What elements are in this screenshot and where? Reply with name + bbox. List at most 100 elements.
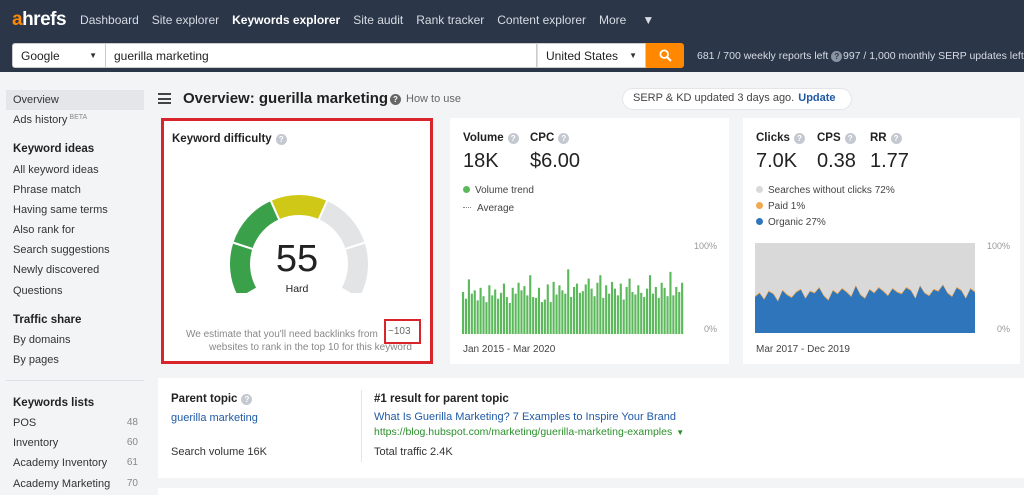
caret-down-icon: ▼ [629,51,637,60]
kd-backlinks-value: ~103 [384,319,421,344]
beta-badge: BETA [69,114,88,121]
sidebar-item-newly-discovered[interactable]: Newly discovered [13,264,100,276]
volume-bar [678,292,681,334]
kd-value: 55 [275,238,319,280]
nav-links: Dashboard Site explorer Keywords explore… [80,13,680,27]
volume-bar [511,287,514,334]
volume-bar [616,295,619,334]
volume-bar [675,286,678,334]
pct-bottom-label: 0% [997,324,1011,334]
volume-bar [660,282,663,334]
volume-bar [526,295,529,334]
pct-top-label: 100% [987,241,1011,251]
how-to-use-link[interactable]: ? How to use [390,93,461,105]
parent-topic-title: Parent topic? [171,393,253,405]
sidebar-item-questions[interactable]: Questions [13,285,63,297]
nav-more[interactable]: More ▼ [598,13,655,27]
sidebar-item-phrase-match[interactable]: Phrase match [13,184,81,196]
legend-volume-trend: Volume trend [463,185,534,196]
volume-bar [523,286,526,334]
volume-bar [470,293,473,334]
kd-title: Keyword difficulty? [172,133,287,145]
volume-bar [502,283,506,334]
nav-rank-tracker[interactable]: Rank tracker [416,13,485,27]
sidebar-item-search-suggestions[interactable]: Search suggestions [13,244,110,256]
sidebar-item-having-same-terms[interactable]: Having same terms [13,204,108,216]
volume-bar [619,283,622,334]
search-button[interactable] [646,43,684,68]
menu-icon[interactable] [158,93,171,104]
volume-bar [602,297,605,334]
ahrefs-logo[interactable]: ahrefs [12,9,67,30]
help-icon[interactable]: ? [275,134,287,145]
volume-bar [482,296,485,334]
sidebar-item-all-keyword-ideas[interactable]: All keyword ideas [13,164,99,176]
clicks-label: Clicks? [756,132,805,144]
clicks-card: Clicks? 7.0K CPS? 0.38 RR? 1.77 Searches… [743,118,1020,364]
top-result-title: #1 result for parent topic [374,393,509,405]
legend-dot [756,218,763,225]
volume-bar [681,282,684,334]
volume-bar [499,292,503,334]
parent-topic-link[interactable]: guerilla marketing [171,412,258,424]
top-result-link[interactable]: What Is Guerilla Marketing? 7 Examples t… [374,411,677,423]
help-icon[interactable]: ? [844,133,856,144]
volume-bar [657,297,660,334]
volume-bar [535,297,538,334]
serp-status: SERP & KD updated 3 days ago. Update [623,89,851,109]
country-select[interactable]: United States ▼ [537,43,646,68]
volume-bar [622,299,625,334]
clicks-chart [755,243,975,333]
nav-site-audit[interactable]: Site audit [353,13,404,27]
search-engine-select[interactable]: Google ▼ [12,43,106,68]
sidebar-divider [6,380,144,381]
sidebar-item-by-pages[interactable]: By pages [13,354,59,366]
volume-bar [608,293,611,334]
sidebar-heading-keyword-ideas: Keyword ideas [13,143,95,155]
cps-label: CPS? [817,132,856,144]
sidebar-list-item[interactable]: Academy Inventory 61 [13,457,138,469]
volume-bar [514,293,517,334]
help-icon[interactable]: ? [507,133,519,144]
volume-bar [672,295,675,334]
volume-bar [532,297,535,334]
volume-bar [625,286,628,334]
volume-bar [567,269,570,334]
volume-bar [631,292,634,334]
nav-site-explorer[interactable]: Site explorer [151,13,220,27]
help-icon[interactable]: ? [558,133,570,144]
keyword-input[interactable]: guerilla marketing [106,43,537,68]
help-icon[interactable]: ? [890,133,902,144]
sidebar-list-item[interactable]: Inventory 60 [13,437,138,449]
parent-topic-volume: Search volume 16K [171,446,267,458]
help-icon[interactable]: ? [241,394,253,405]
nav-content-explorer[interactable]: Content explorer [497,13,586,27]
top-result-url[interactable]: https://blog.hubspot.com/marketing/gueri… [374,426,685,438]
caret-down-icon: ▼ [676,428,685,437]
volume-bar [488,285,491,334]
update-link[interactable]: Update [798,92,836,104]
legend-organic: Organic 27% [756,217,826,228]
volume-bar [593,296,596,334]
rr-label: RR? [870,132,902,144]
clicks-date-range: Mar 2017 - Dec 2019 [756,344,850,355]
volume-bar [476,300,479,334]
sidebar-item-by-domains[interactable]: By domains [13,334,71,346]
help-icon[interactable]: ? [793,133,805,144]
sidebar-item-also-rank-for[interactable]: Also rank for [13,224,75,236]
sidebar-item-ads-history[interactable]: Ads history BETA [13,114,88,126]
nav-dashboard[interactable]: Dashboard [80,13,139,27]
nav-keywords-explorer[interactable]: Keywords explorer [232,13,341,27]
sidebar-list-item[interactable]: POS 48 [13,417,138,429]
list-count: 60 [126,437,138,448]
sidebar-item-overview[interactable]: Overview [6,90,144,110]
cpc-label: CPC? [530,132,570,144]
volume-bar [628,278,631,334]
volume-card: Volume? 18K CPC? $6.00 Volume trend Aver… [450,118,729,364]
help-icon[interactable]: ? [831,51,843,62]
volume-bar [564,293,567,334]
volume-bar [581,291,584,334]
legend-average: Average [463,203,514,214]
volume-bar [669,271,672,334]
sidebar-list-item[interactable]: Academy Marketing 70 [13,478,138,490]
